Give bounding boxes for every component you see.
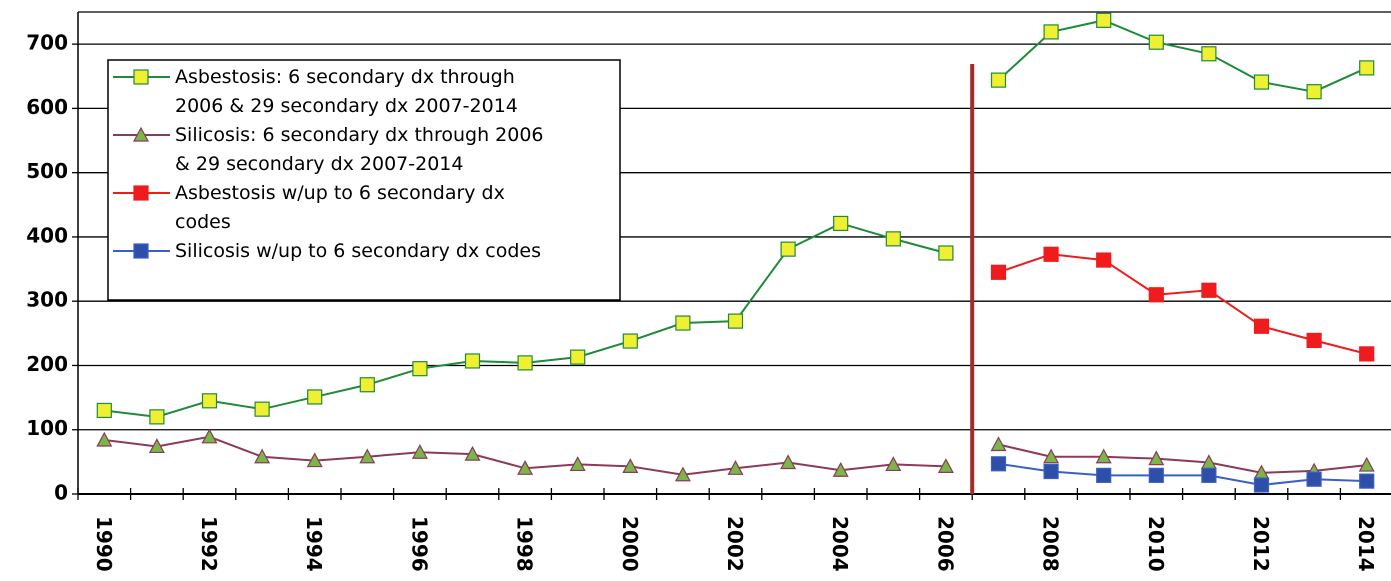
x-tick-label: 2000 [618, 516, 642, 572]
marker [1043, 24, 1059, 40]
marker [1043, 463, 1059, 480]
marker [359, 377, 375, 393]
x-tick-label: 1992 [197, 516, 221, 572]
series-line [997, 19, 1368, 93]
marker [201, 393, 218, 409]
marker [727, 460, 744, 475]
marker [411, 443, 428, 459]
x-tick-label: 2012 [1249, 516, 1273, 572]
series-line [998, 462, 1367, 487]
marker [833, 215, 849, 232]
marker [1043, 246, 1059, 262]
marker [1148, 450, 1165, 466]
marker [622, 458, 639, 473]
marker [990, 436, 1007, 452]
series-line [998, 443, 1367, 474]
y-tick-label: 700 [26, 31, 68, 55]
marker [1201, 46, 1217, 62]
marker [832, 461, 849, 477]
marker [1096, 252, 1112, 268]
marker [570, 349, 586, 365]
marker [1359, 473, 1375, 489]
marker [1201, 467, 1217, 483]
marker [1306, 471, 1322, 487]
marker [1043, 448, 1060, 464]
x-tick-label: 2010 [1144, 516, 1168, 572]
marker [201, 428, 218, 444]
legend-label: Silicosis: 6 secondary dx through 2006 & … [175, 124, 544, 175]
marker [132, 126, 150, 142]
marker [569, 456, 586, 472]
marker [412, 361, 428, 377]
marker [885, 456, 902, 472]
marker [780, 454, 797, 470]
marker [1306, 332, 1322, 349]
marker [133, 185, 149, 201]
marker [464, 445, 481, 461]
x-tick-label: 2002 [723, 516, 747, 572]
marker [990, 264, 1007, 280]
marker [1253, 74, 1270, 90]
y-tick-label: 600 [26, 95, 68, 119]
marker [1359, 346, 1375, 362]
marker [133, 69, 149, 85]
marker [1096, 12, 1112, 28]
marker [885, 231, 901, 247]
y-tick-label: 200 [26, 352, 68, 376]
x-tick-label: 2014 [1354, 516, 1378, 572]
x-tick-label: 2004 [828, 516, 852, 572]
y-tick-label: 300 [26, 288, 68, 312]
marker [937, 458, 954, 473]
marker [133, 243, 149, 259]
marker [1095, 448, 1112, 464]
x-tick-label: 2008 [1039, 516, 1063, 572]
marker [990, 72, 1007, 88]
legend-label: Asbestosis w/up to 6 secondary dx codes [175, 182, 505, 233]
marker [1096, 467, 1112, 483]
marker [1148, 34, 1164, 50]
series-line [998, 253, 1367, 355]
marker [1148, 287, 1164, 303]
marker [359, 448, 376, 464]
marker [622, 333, 638, 349]
marker [727, 313, 744, 329]
marker [96, 431, 113, 447]
marker [674, 466, 691, 482]
marker [1253, 477, 1270, 493]
marker [1201, 282, 1217, 298]
marker [306, 452, 323, 468]
marker [675, 315, 691, 331]
x-tick-label: 2006 [933, 516, 957, 572]
legend-box [107, 59, 621, 301]
legend-label: Asbestosis: 6 secondary dx through 2006 &… [175, 66, 518, 117]
marker [307, 389, 323, 405]
y-tick-label: 0 [54, 481, 68, 505]
marker [149, 409, 165, 425]
marker [254, 401, 270, 417]
x-tick-label: 1990 [92, 516, 116, 572]
marker [254, 448, 271, 464]
marker [990, 456, 1007, 472]
legend-label: Silicosis w/up to 6 secondary dx codes [175, 240, 541, 262]
marker [1148, 467, 1164, 483]
marker [464, 353, 481, 369]
marker [1253, 318, 1270, 334]
y-tick-label: 400 [26, 223, 68, 247]
marker [517, 355, 533, 371]
marker [517, 460, 534, 475]
y-tick-label: 500 [26, 159, 68, 183]
marker [1359, 60, 1375, 76]
marker [96, 402, 112, 419]
marker [1358, 456, 1375, 472]
marker [938, 245, 954, 261]
x-tick-label: 1996 [407, 516, 431, 572]
marker [148, 438, 165, 454]
y-tick-label: 100 [26, 416, 68, 440]
marker [780, 241, 796, 257]
marker [1306, 84, 1322, 100]
x-tick-label: 1998 [513, 516, 537, 572]
x-tick-label: 1994 [302, 516, 326, 572]
